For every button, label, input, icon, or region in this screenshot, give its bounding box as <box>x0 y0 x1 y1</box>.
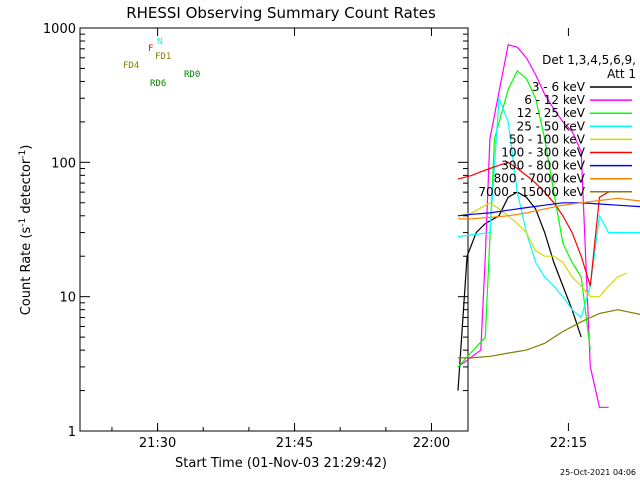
legend-label: 7000 - 15000 keV <box>478 185 585 199</box>
x-axis-label: Start Time (01-Nov-03 21:29:42) <box>175 456 387 471</box>
series-line-8 <box>458 309 640 359</box>
y-axis-label-start: Count Rate (s <box>19 227 34 316</box>
series-layer <box>457 44 640 408</box>
y-axis-label-mid: detector <box>19 158 34 218</box>
annotation-label: RD0 <box>184 70 200 80</box>
legend-label: 800 - 7000 keV <box>494 172 586 186</box>
series-line-0 <box>457 191 582 391</box>
series-line-2 <box>457 69 591 368</box>
legend-label: 50 - 100 keV <box>509 132 586 146</box>
series-line-6 <box>457 202 640 217</box>
series-line-4 <box>457 202 628 298</box>
legend-label: 300 - 800 keV <box>501 159 585 173</box>
x-tick-label: 21:30 <box>139 436 176 451</box>
y-tick-label: 1000 <box>43 22 76 37</box>
y-tick-label: 1 <box>68 425 76 440</box>
y-tick-label: 10 <box>59 291 76 306</box>
plot-area-frame <box>79 27 469 432</box>
x-tick-label: 21:45 <box>276 436 313 451</box>
footer-date: 25-Oct-2021 04:06 <box>560 468 636 477</box>
series-line-5 <box>457 161 609 287</box>
legend-header-detectors: Det 1,3,4,5,6,9, <box>542 53 636 67</box>
annotation-label: FD1 <box>155 52 171 62</box>
legend-label: 25 - 50 keV <box>517 119 586 133</box>
series-line-7 <box>458 197 640 220</box>
series-line-3 <box>457 97 640 319</box>
annotation-label: RD6 <box>150 79 166 89</box>
y-axis: 1 10 100 1000 <box>43 22 468 440</box>
series-line-1 <box>457 44 609 408</box>
annotation-label: N <box>157 37 162 47</box>
y-axis-label: Count Rate (s-1 detector-1) <box>18 145 34 316</box>
legend-label: 12 - 25 keV <box>517 106 586 120</box>
annotation-label: FD4 <box>123 61 139 71</box>
legend-label: 100 - 300 keV <box>501 146 585 160</box>
x-tick-label: 22:15 <box>550 436 587 451</box>
annotation-label: F <box>148 44 153 54</box>
legend-label: 3 - 6 keV <box>532 80 586 94</box>
y-tick-label: 100 <box>51 156 76 171</box>
x-tick-label: 22:00 <box>413 436 450 451</box>
y-axis-label-end: ) <box>19 145 34 150</box>
legend-header-attenuator: Att 1 <box>607 67 636 81</box>
y-axis-label-sup1: -1 <box>18 218 28 227</box>
legend-label: 6 - 12 keV <box>524 93 586 107</box>
chart-title: RHESSI Observing Summary Count Rates <box>126 4 436 22</box>
y-axis-label-sup2: -1 <box>18 150 28 159</box>
